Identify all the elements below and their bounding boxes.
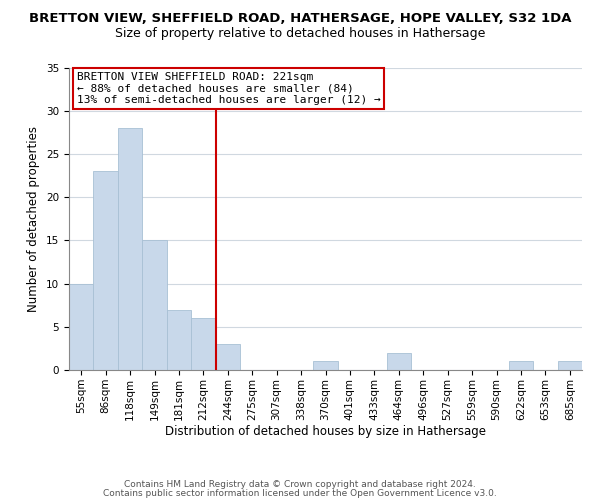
- Text: BRETTON VIEW SHEFFIELD ROAD: 221sqm
← 88% of detached houses are smaller (84)
13: BRETTON VIEW SHEFFIELD ROAD: 221sqm ← 88…: [77, 72, 380, 105]
- Text: Size of property relative to detached houses in Hathersage: Size of property relative to detached ho…: [115, 28, 485, 40]
- Bar: [69, 284, 94, 370]
- Bar: [386, 352, 411, 370]
- Bar: [215, 344, 240, 370]
- Bar: [167, 310, 191, 370]
- Y-axis label: Number of detached properties: Number of detached properties: [28, 126, 40, 312]
- Text: Contains public sector information licensed under the Open Government Licence v3: Contains public sector information licen…: [103, 489, 497, 498]
- X-axis label: Distribution of detached houses by size in Hathersage: Distribution of detached houses by size …: [165, 426, 486, 438]
- Bar: [191, 318, 215, 370]
- Bar: [509, 362, 533, 370]
- Bar: [94, 171, 118, 370]
- Bar: [118, 128, 142, 370]
- Bar: [313, 362, 338, 370]
- Bar: [142, 240, 167, 370]
- Text: Contains HM Land Registry data © Crown copyright and database right 2024.: Contains HM Land Registry data © Crown c…: [124, 480, 476, 489]
- Bar: [557, 362, 582, 370]
- Text: BRETTON VIEW, SHEFFIELD ROAD, HATHERSAGE, HOPE VALLEY, S32 1DA: BRETTON VIEW, SHEFFIELD ROAD, HATHERSAGE…: [29, 12, 571, 26]
